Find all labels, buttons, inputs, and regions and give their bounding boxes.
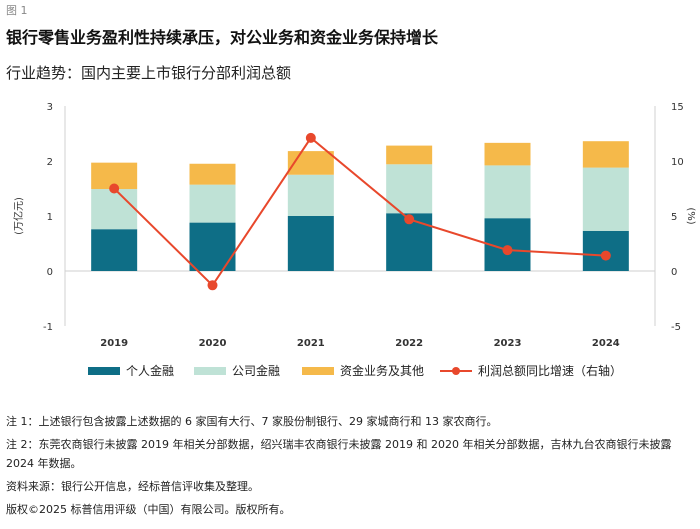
right-tick-label: 5 (671, 212, 677, 223)
legend-swatch-growth (440, 366, 472, 376)
x-tick-label-2020: 2020 (199, 338, 227, 349)
bar-2024-series-3 (582, 141, 629, 168)
left-tick-label: 1 (47, 212, 53, 223)
bar-2019-series-1 (91, 229, 138, 271)
growth-point-2019 (109, 183, 120, 194)
note-1: 注 1：上述银行包含披露上述数据的 6 家国有大行、7 家股份制银行、29 家城… (6, 415, 498, 428)
left-axis-title: (万亿元) (12, 197, 25, 235)
legend-label-growth: 利润总额同比增速（右轴） (478, 364, 623, 378)
bar-2019-series-2 (91, 189, 138, 230)
source-note: 资料来源：银行公开信息，经标普信评收集及整理。 (6, 480, 259, 493)
bar-2020-series-3 (189, 163, 236, 185)
bar-2020-series-2 (189, 184, 236, 223)
bar-2024-series-2 (582, 167, 629, 231)
legend-item-treasury: 资金业务及其他 (302, 362, 424, 379)
right-axis-title: (%) (685, 207, 696, 224)
note-2: 注 2：东莞农商银行未披露 2019 年相关分部数据，绍兴瑞丰农商银行未披露 2… (6, 438, 672, 470)
copyright-note: 版权©2025 标普信用评级（中国）有限公司。版权所有。 (6, 503, 291, 516)
legend-swatch-corporate (194, 366, 226, 375)
legend-swatch-retail (88, 366, 120, 375)
chart-area: -1 0 1 2 3 -5 0 5 10 15 (万亿元) (%) 2019 2020 2021 2022 20… (12, 102, 696, 349)
bar-2021-series-1 (287, 216, 334, 271)
bar-2023-series-3 (484, 142, 531, 166)
right-tick-label: 15 (671, 102, 684, 113)
x-tick-label-2019: 2019 (100, 338, 128, 349)
left-tick-label: 2 (47, 157, 53, 168)
left-tick-label: -1 (43, 322, 53, 333)
x-tick-label-2022: 2022 (395, 338, 423, 349)
x-tick-label-2024: 2024 (592, 338, 620, 349)
growth-line (113, 136, 606, 287)
x-tick-label-2021: 2021 (297, 338, 325, 349)
legend-label-treasury: 资金业务及其他 (340, 364, 425, 378)
legend-label-retail: 个人金融 (126, 364, 175, 378)
legend-item-retail: 个人金融 (88, 362, 174, 379)
left-tick-label: 3 (47, 102, 53, 113)
legend-label-corporate: 公司金融 (232, 364, 281, 378)
bar-2022-series-2 (386, 164, 433, 214)
legend-item-corporate: 公司金融 (194, 362, 280, 379)
growth-point-2024 (600, 250, 611, 261)
legend-swatch-treasury (302, 366, 334, 375)
x-tick-label-2023: 2023 (494, 338, 522, 349)
growth-point-2023 (502, 245, 513, 256)
bar-2022-series-3 (386, 145, 433, 165)
right-tick-label: 10 (671, 157, 684, 168)
notes: 注 1：上述银行包含披露上述数据的 6 家国有大行、7 家股份制银行、29 家城… (6, 412, 694, 523)
growth-point-2021 (305, 132, 316, 143)
chart-subtitle: 行业趋势：国内主要上市银行分部利润总额 (6, 64, 292, 82)
growth-point-2020 (207, 280, 218, 291)
figure-label: 图 1 (6, 4, 28, 17)
legend-item-growth: 利润总额同比增速（右轴） (440, 362, 622, 379)
growth-point-2022 (404, 214, 415, 225)
bar-2020-series-1 (189, 222, 236, 271)
left-tick-label: 0 (47, 267, 53, 278)
bar-2021-series-3 (287, 151, 334, 175)
right-tick-label: -5 (671, 322, 681, 333)
right-tick-label: 0 (671, 267, 677, 278)
legend: 个人金融 公司金融 资金业务及其他 利润总额同比增速（右轴） (0, 362, 700, 382)
bar-2021-series-2 (287, 174, 334, 216)
bar-2023-series-2 (484, 165, 531, 219)
chart-title: 银行零售业务盈利性持续承压，对公业务和资金业务保持增长 (6, 28, 439, 47)
